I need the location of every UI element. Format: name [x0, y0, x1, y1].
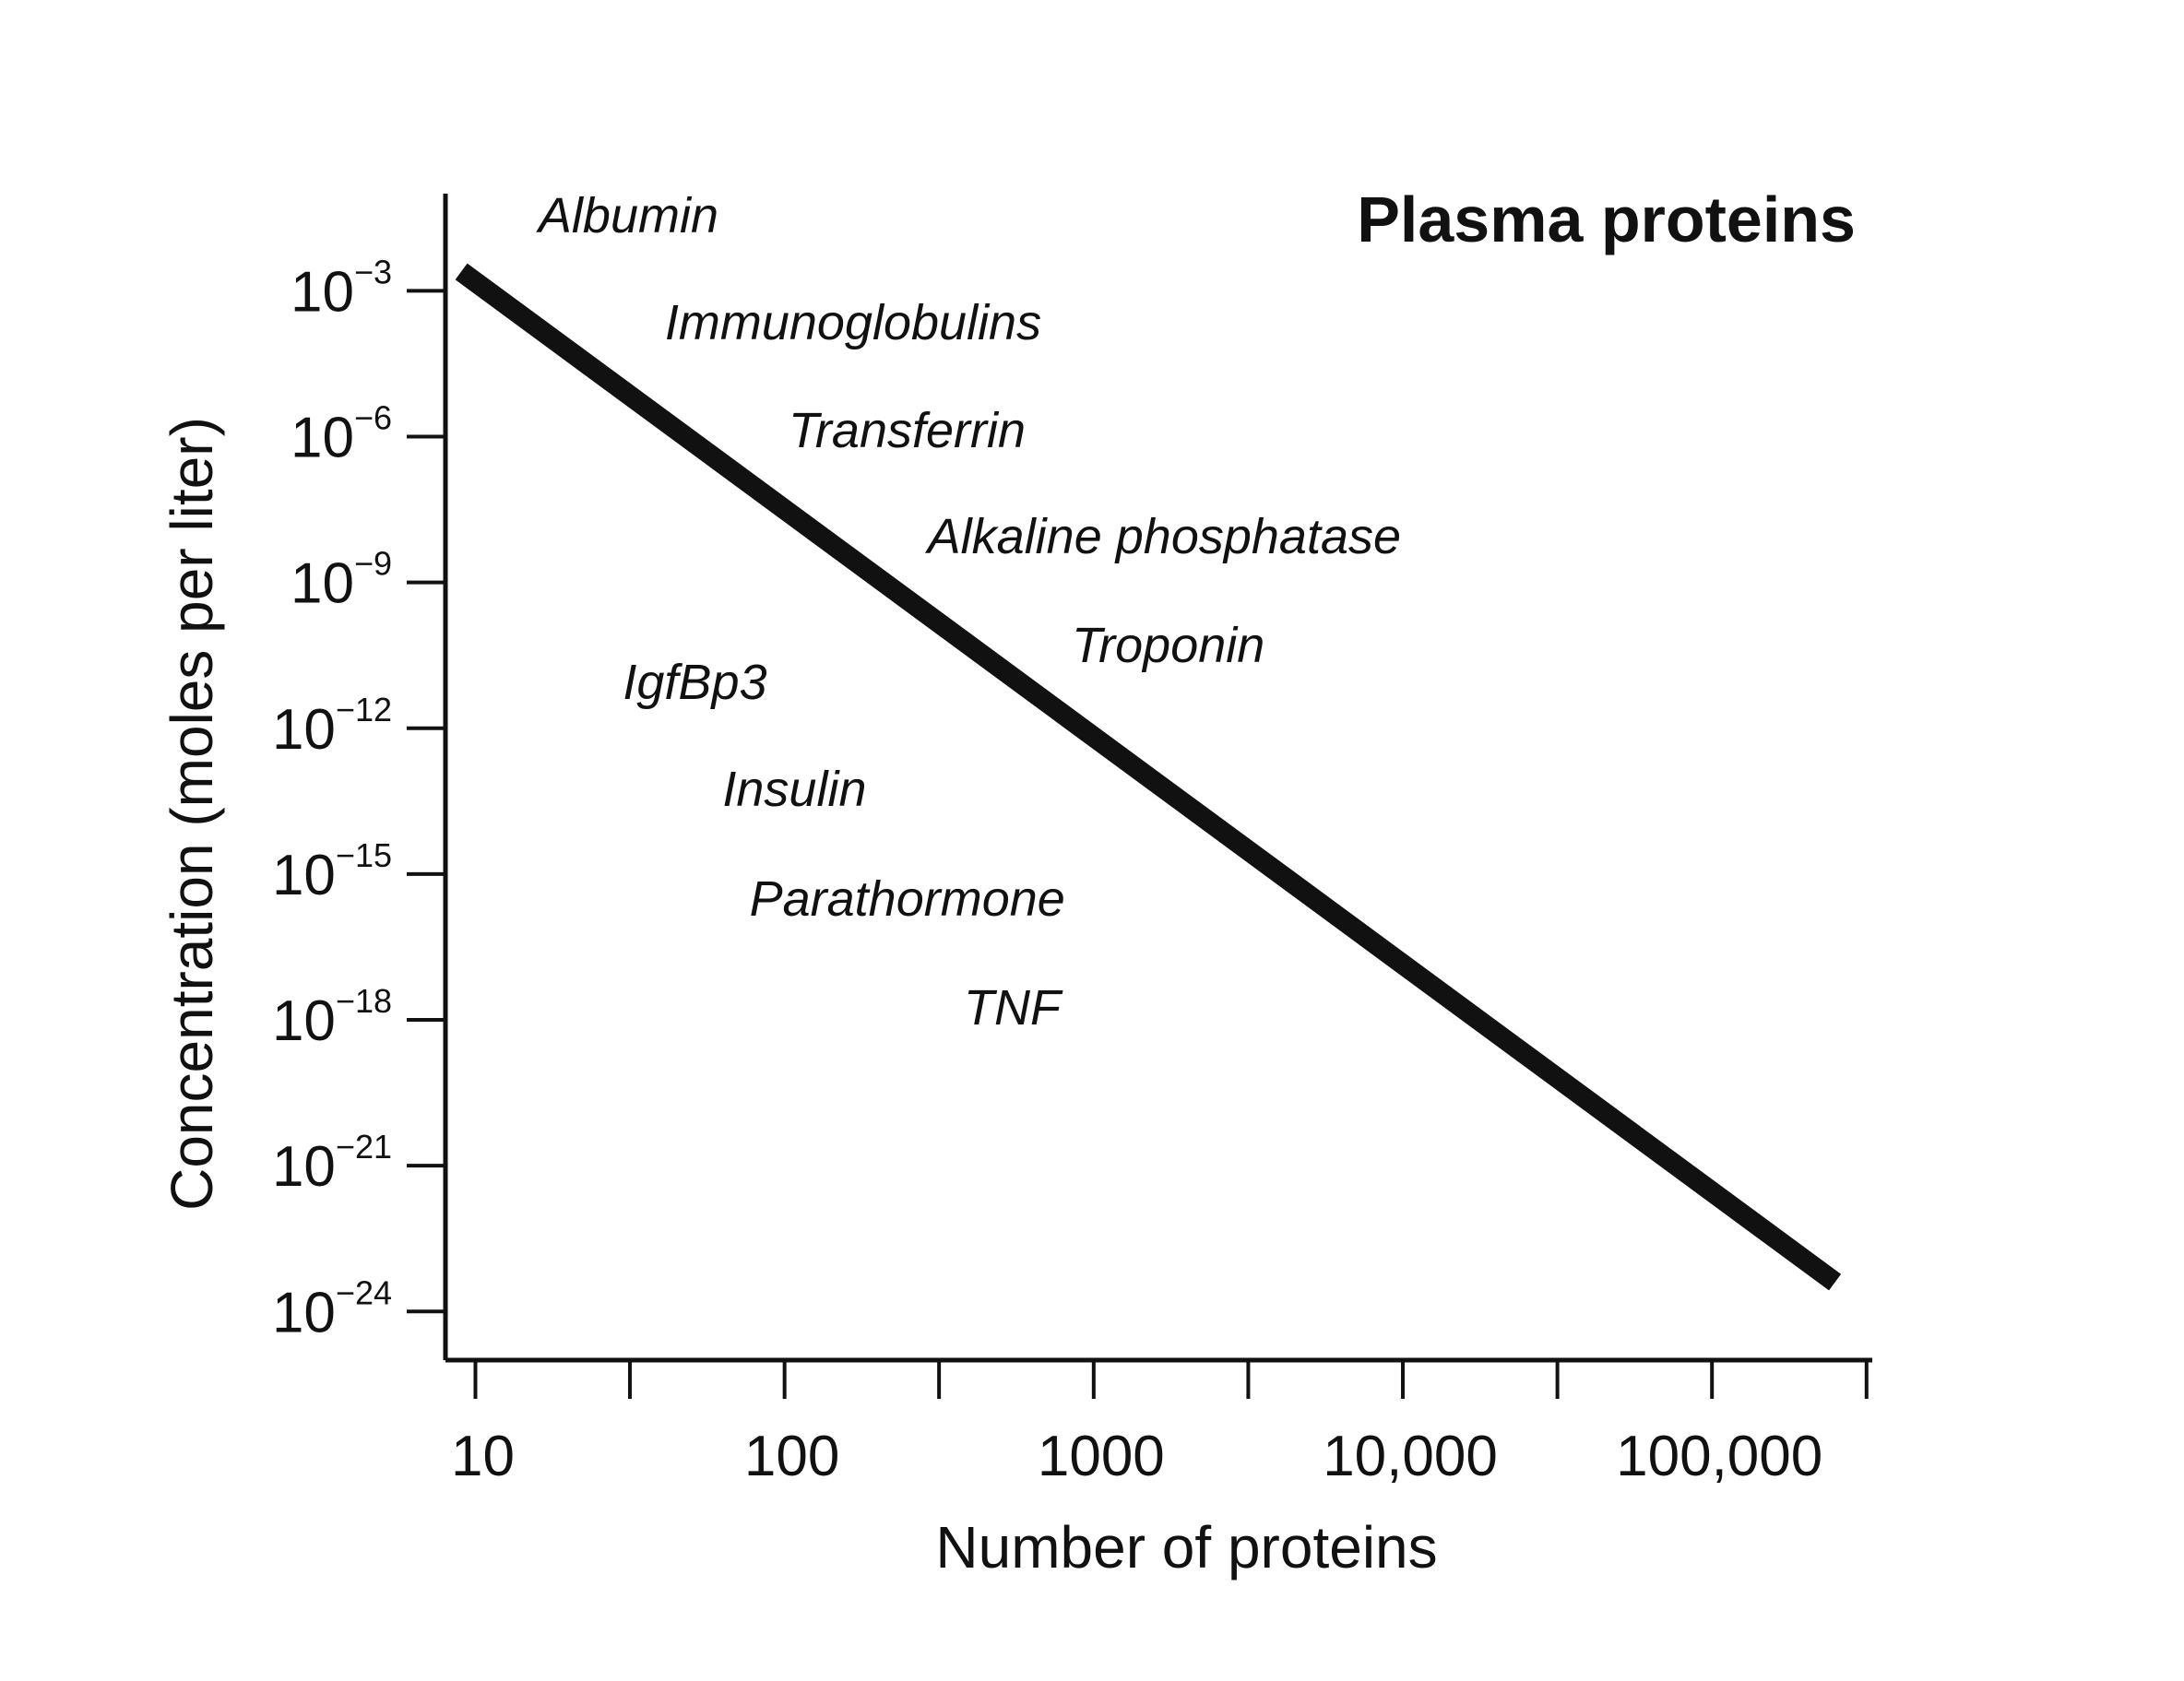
- y-tick-label: 10−12: [272, 691, 392, 762]
- x-tick-label: 1000: [1038, 1425, 1165, 1488]
- y-tick-label-base: 10: [291, 260, 354, 324]
- y-tick-label-exponent: −6: [354, 399, 392, 437]
- protein-label: Transferrin: [789, 403, 1026, 458]
- protein-label: Albumin: [536, 188, 718, 243]
- y-tick-label-base: 10: [291, 552, 354, 616]
- y-tick-label-exponent: −18: [336, 982, 392, 1020]
- series-line: [455, 263, 1842, 1291]
- y-tick-label-exponent: −3: [354, 253, 392, 290]
- y-tick-label: 10−3: [291, 253, 392, 324]
- x-tick-label: 100,000: [1616, 1425, 1822, 1488]
- protein-label: Parathormone: [750, 871, 1065, 927]
- y-tick-label-exponent: −21: [336, 1128, 392, 1166]
- y-tick-label: 10−9: [291, 545, 392, 616]
- series-layer: [455, 263, 1842, 1291]
- y-tick-label-base: 10: [291, 407, 354, 470]
- protein-label: Alkaline phosphatase: [925, 509, 1401, 564]
- y-tick-label-base: 10: [272, 989, 336, 1053]
- protein-label: IgfBp3: [623, 655, 766, 710]
- y-tick-label: 10−24: [272, 1273, 392, 1344]
- protein-label: TNF: [964, 980, 1063, 1036]
- x-tick-label: 100: [744, 1425, 839, 1488]
- x-tick-label: 10,000: [1323, 1425, 1498, 1488]
- x-axis-title: Number of proteins: [935, 1514, 1437, 1580]
- protein-label: Insulin: [722, 762, 866, 817]
- y-tick-label-base: 10: [272, 698, 336, 762]
- x-tick-label: 10: [451, 1425, 515, 1488]
- y-tick-label: 10−15: [272, 836, 392, 907]
- y-tick-label-exponent: −12: [336, 691, 392, 728]
- y-tick-label: 10−18: [272, 982, 392, 1053]
- y-tick-label-exponent: −9: [354, 545, 392, 583]
- y-tick-label-exponent: −24: [336, 1273, 392, 1311]
- protein-label: Troponin: [1072, 618, 1264, 673]
- y-axis-title: Concentration (moles per liter): [159, 417, 225, 1211]
- protein-label: Immunoglobulins: [665, 295, 1041, 350]
- y-tick-label: 10−21: [272, 1128, 392, 1199]
- y-tick-label-base: 10: [272, 1281, 336, 1344]
- y-tick-label-base: 10: [272, 1135, 336, 1199]
- y-tick-label: 10−6: [291, 399, 392, 470]
- y-tick-label-exponent: −15: [336, 836, 392, 874]
- chart-title: Plasma proteins: [1357, 183, 1856, 255]
- axes: [407, 194, 1872, 1399]
- y-tick-label-base: 10: [272, 844, 336, 907]
